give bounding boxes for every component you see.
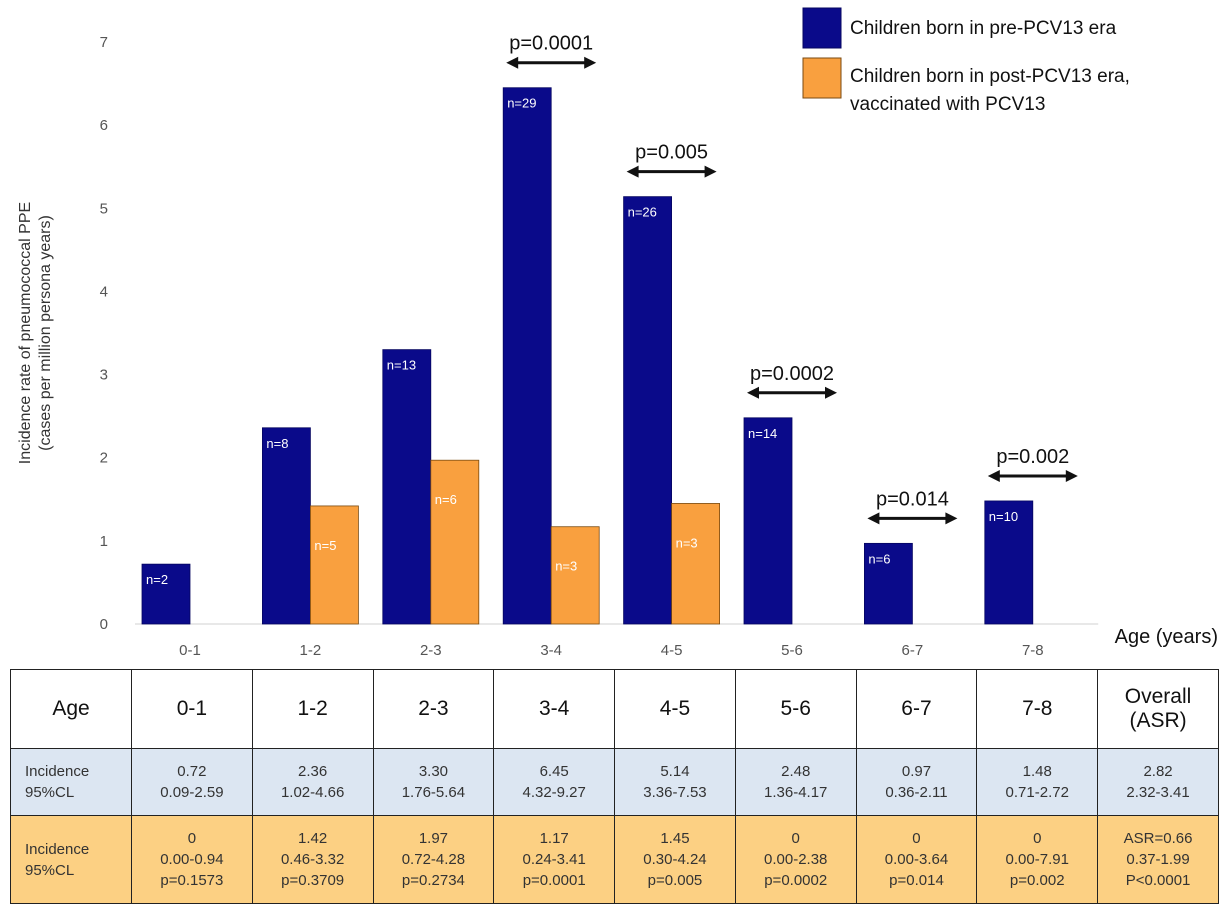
table-header-cell: 5-6 bbox=[734, 669, 857, 749]
table-header-cell: 1-2 bbox=[251, 669, 374, 749]
y-tick-label: 5 bbox=[100, 200, 108, 217]
table-row-label: Incidence 95%CL bbox=[10, 815, 132, 904]
p-value-label: p=0.002 bbox=[996, 446, 1069, 468]
table-cell: 0 0.00-3.64 p=0.014 bbox=[855, 815, 978, 904]
bar-pre-pcv13 bbox=[743, 417, 793, 625]
arrowhead-left bbox=[987, 469, 1000, 482]
arrowhead-right bbox=[584, 56, 597, 69]
bar-count-label: n=6 bbox=[435, 492, 457, 507]
legend-swatch-post-pcv13 bbox=[802, 57, 842, 99]
x-tick-label: 5-6 bbox=[781, 642, 803, 659]
x-axis-title: Age (years) bbox=[1115, 626, 1218, 648]
p-value-label: p=0.0001 bbox=[509, 33, 593, 55]
table-cell: ASR=0.66 0.37-1.99 P<0.0001 bbox=[1097, 815, 1219, 904]
p-value-label: p=0.005 bbox=[635, 142, 708, 164]
legend-label-pre-pcv13: Children born in pre-PCV13 era bbox=[850, 18, 1117, 39]
bar-post-pcv13 bbox=[430, 459, 480, 625]
bar-count-label: n=3 bbox=[555, 559, 577, 574]
table-header-cell: 7-8 bbox=[976, 669, 1099, 749]
arrowhead-left bbox=[626, 165, 639, 178]
bar-count-label: n=6 bbox=[868, 551, 890, 566]
bar-pre-pcv13 bbox=[261, 427, 311, 625]
table-row-post-pcv13: Incidence 95%CL 0 0.00-0.94 p=0.1573 1.42 0.46… bbox=[10, 815, 1219, 904]
x-tick-label: 3-4 bbox=[540, 642, 562, 659]
arrowhead-right bbox=[945, 512, 958, 525]
y-tick-label: 6 bbox=[100, 117, 108, 134]
bar-pre-pcv13 bbox=[864, 542, 913, 625]
y-tick-label: 0 bbox=[100, 616, 108, 633]
legend-label-post-pcv13: Children born in post-PCV13 era, bbox=[850, 66, 1130, 87]
y-axis-title: Incidence rate of pneumococcal PPE bbox=[17, 202, 34, 464]
table-header-cell: 2-3 bbox=[372, 669, 495, 749]
table-cell: 1.45 0.30-4.24 p=0.005 bbox=[614, 815, 736, 904]
table-cell: 0 0.00-0.94 p=0.1573 bbox=[131, 815, 253, 904]
legend-label-post-pcv13-line2: vaccinated with PCV13 bbox=[850, 94, 1045, 115]
p-value-label: p=0.014 bbox=[876, 488, 949, 510]
table-header-cell: 4-5 bbox=[614, 669, 736, 749]
table-cell: 2.48 1.36-4.17 bbox=[734, 748, 857, 816]
arrowhead-right bbox=[704, 165, 717, 178]
bar-count-label: n=29 bbox=[507, 96, 536, 111]
table-cell: 0.72 0.09-2.59 bbox=[131, 748, 253, 816]
arrowhead-right bbox=[825, 386, 837, 399]
table-cell: 1.97 0.72-4.28 p=0.2734 bbox=[372, 815, 495, 904]
table-row-pre-pcv13: Incidence 95%CL 0.72 0.09-2.59 2.36 1.02-4.66… bbox=[10, 748, 1219, 816]
bar-pre-pcv13 bbox=[984, 500, 1034, 625]
bar-count-label: n=13 bbox=[387, 358, 416, 373]
y-tick-label: 4 bbox=[100, 283, 108, 300]
bar-pre-pcv13 bbox=[141, 563, 191, 625]
table-cell: 0 0.00-7.91 p=0.002 bbox=[976, 815, 1099, 904]
bar-count-label: n=8 bbox=[266, 436, 288, 451]
p-value-label: p=0.0002 bbox=[750, 363, 834, 385]
x-tick-label: 4-5 bbox=[661, 642, 683, 659]
table-row-label: Incidence 95%CL bbox=[10, 748, 132, 816]
table-cell: 1.48 0.71-2.72 bbox=[976, 748, 1099, 816]
x-tick-label: 1-2 bbox=[300, 642, 322, 659]
bar-count-label: n=14 bbox=[748, 426, 777, 441]
bar-post-pcv13 bbox=[550, 526, 600, 625]
x-tick-label: 6-7 bbox=[902, 642, 924, 659]
table-cell: 2.36 1.02-4.66 bbox=[251, 748, 374, 816]
table-header-cell: 3-4 bbox=[493, 669, 616, 749]
table-cell: 3.30 1.76-5.64 bbox=[372, 748, 495, 816]
bar-pre-pcv13 bbox=[502, 87, 552, 625]
x-tick-label: 2-3 bbox=[420, 642, 442, 659]
table-header-cell: Overall (ASR) bbox=[1097, 669, 1219, 749]
table-header-cell: 0-1 bbox=[131, 669, 253, 749]
table-cell: 0.97 0.36-2.11 bbox=[855, 748, 978, 816]
bar-post-pcv13 bbox=[309, 505, 359, 625]
bar-count-label: n=3 bbox=[676, 535, 698, 550]
x-tick-label: 0-1 bbox=[179, 642, 201, 659]
legend-swatch-pre-pcv13 bbox=[802, 7, 842, 49]
bar-post-pcv13 bbox=[671, 503, 720, 625]
y-tick-label: 3 bbox=[100, 367, 108, 384]
bar-pre-pcv13 bbox=[623, 196, 672, 625]
bar-count-label: n=26 bbox=[628, 205, 657, 220]
y-axis-title: (cases per million persona years) bbox=[37, 215, 54, 451]
table-cell: 0 0.00-2.38 p=0.0002 bbox=[734, 815, 857, 904]
bar-pre-pcv13 bbox=[382, 349, 432, 625]
arrowhead-left bbox=[506, 56, 519, 69]
table-header-cell: Age bbox=[10, 669, 132, 749]
bar-chart: 0 1 2 3 4 5 6 7 Incidence rate of pneumococcal P… bbox=[17, 7, 1218, 659]
y-tick-label: 1 bbox=[100, 533, 108, 550]
bar-count-label: n=10 bbox=[989, 509, 1018, 524]
arrowhead-left bbox=[867, 512, 880, 525]
x-tick-label: 7-8 bbox=[1022, 642, 1044, 659]
bar-count-label: n=2 bbox=[146, 572, 168, 587]
table-cell: 1.42 0.46-3.32 p=0.3709 bbox=[251, 815, 374, 904]
table-cell: 2.82 2.32-3.41 bbox=[1097, 748, 1219, 816]
y-tick-label: 7 bbox=[100, 34, 108, 51]
table-header-row: Age 0-1 1-2 2-3 3-4 4-5 5-6 6-7 7-8 Overall (ASR) bbox=[10, 669, 1219, 749]
table-cell: 6.45 4.32-9.27 bbox=[493, 748, 616, 816]
arrowhead-right bbox=[1065, 469, 1078, 482]
bar-count-label: n=5 bbox=[314, 538, 336, 553]
table-header-cell: 6-7 bbox=[855, 669, 978, 749]
table-cell: 5.14 3.36-7.53 bbox=[614, 748, 736, 816]
arrowhead-left bbox=[747, 386, 759, 399]
incidence-table: Age 0-1 1-2 2-3 3-4 4-5 5-6 6-7 7-8 Overall (ASR) … bbox=[10, 669, 1219, 904]
y-tick-label: 2 bbox=[100, 450, 108, 467]
table-cell: 1.17 0.24-3.41 p=0.0001 bbox=[493, 815, 616, 904]
